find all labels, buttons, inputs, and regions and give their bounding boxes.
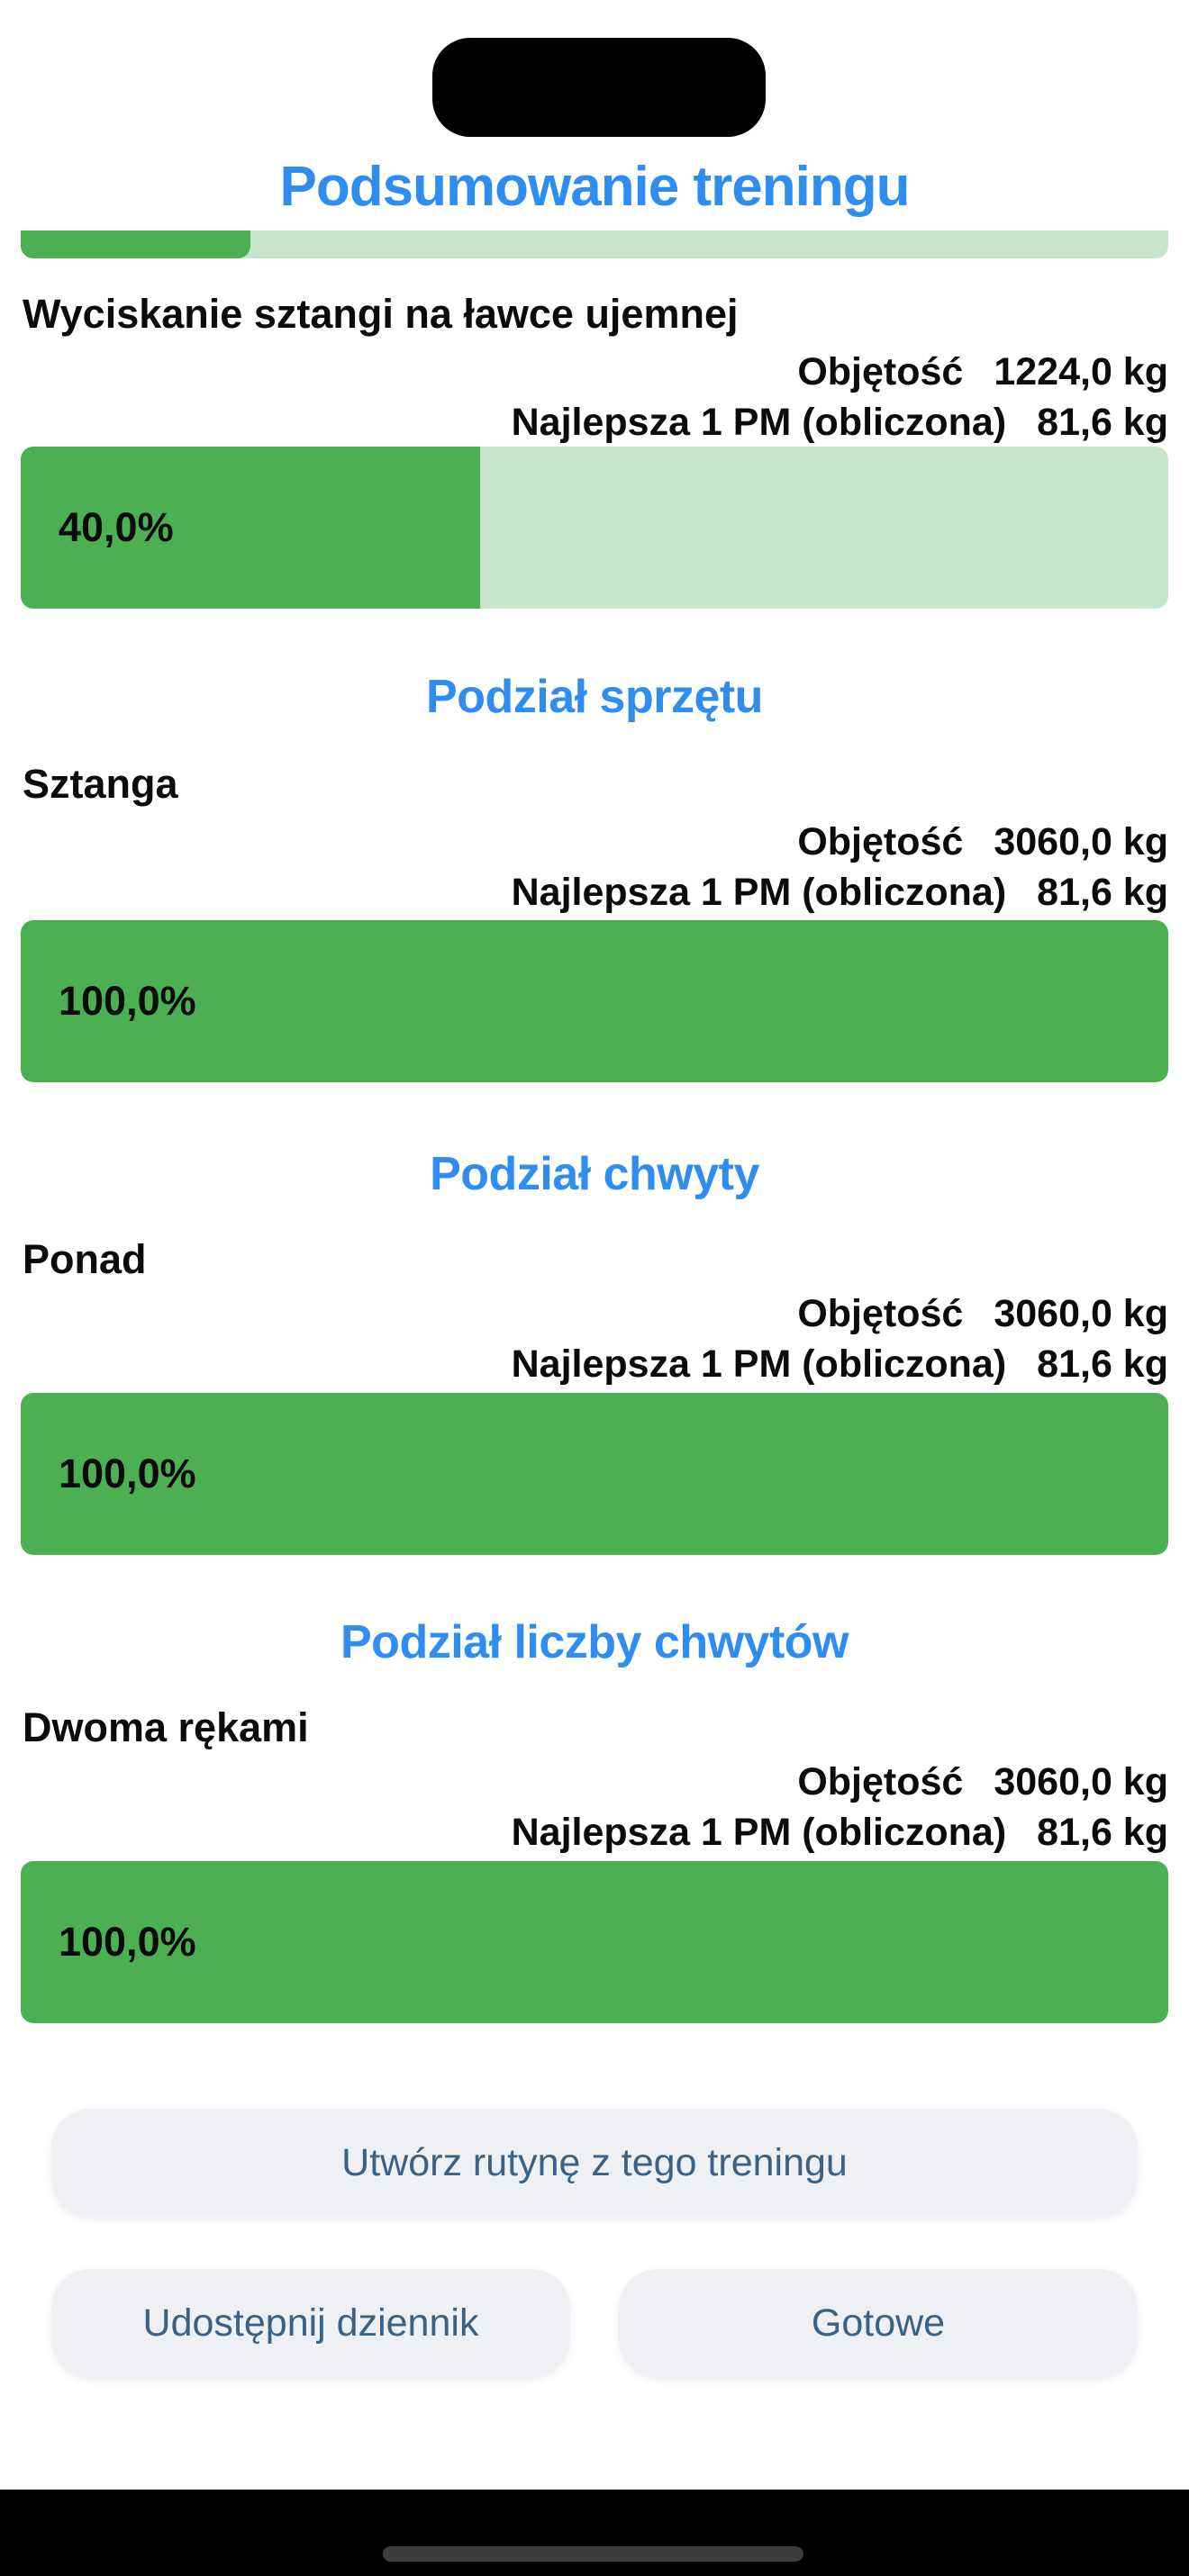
volume-value: 3060,0 kg [994,1760,1168,1803]
volume-value: 1224,0 kg [994,350,1168,393]
grip-name: Ponad [23,1236,147,1282]
volume-label: Objętość [797,1760,964,1803]
section-heading-grip: Podział chwyty [430,1148,759,1200]
grip-count-name: Dwoma rękami [23,1704,309,1750]
best-1rm-label: Najlepsza 1 PM (obliczona) [511,871,1007,914]
bottom-bar [0,2490,1189,2576]
volume-value: 3060,0 kg [994,1292,1168,1335]
progress-fill: 100,0% [21,1861,1168,2023]
volume-stat-row: Objętość 1224,0 kg [21,348,1168,396]
equipment-name: Sztanga [23,761,178,807]
best-1rm-value: 81,6 kg [1037,401,1168,444]
section-heading-equipment: Podział sprzętu [426,671,763,723]
volume-stat-row: Objętość 3060,0 kg [21,1758,1168,1806]
best-1rm-label: Najlepsza 1 PM (obliczona) [511,401,1007,444]
progress-bar: 100,0% [21,1861,1168,2023]
best-1rm-stat-row: Najlepsza 1 PM (obliczona) 81,6 kg [21,868,1168,917]
top-partial-progress-fill [21,230,250,258]
volume-label: Objętość [797,350,964,393]
page-title: Podsumowanie treningu [279,156,911,218]
progress-label: 100,0% [59,1451,196,1496]
done-button[interactable]: Gotowe [619,2269,1138,2377]
volume-stat-row: Objętość 3060,0 kg [21,818,1168,866]
best-1rm-value: 81,6 kg [1037,1342,1168,1386]
best-1rm-stat-row: Najlepsza 1 PM (obliczona) 81,6 kg [21,1340,1168,1388]
exercise-name: Wyciskanie sztangi na ławce ujemnej [23,291,739,337]
progress-fill: 100,0% [21,920,1168,1082]
progress-label: 100,0% [59,1919,196,1965]
volume-label: Objętość [797,820,964,863]
best-1rm-stat-row: Najlepsza 1 PM (obliczona) 81,6 kg [21,1808,1168,1857]
progress-fill: 40,0% [21,447,480,609]
progress-bar: 40,0% [21,447,1168,609]
volume-value: 3060,0 kg [994,820,1168,863]
best-1rm-label: Najlepsza 1 PM (obliczona) [511,1811,1007,1854]
volume-label: Objętość [797,1292,964,1335]
home-indicator[interactable] [383,2546,803,2562]
create-routine-button[interactable]: Utwórz rutynę z tego treningu [51,2109,1138,2217]
redacted-status-area [432,38,766,137]
best-1rm-label: Najlepsza 1 PM (obliczona) [511,1342,1007,1386]
progress-bar: 100,0% [21,1393,1168,1555]
progress-label: 40,0% [59,504,174,550]
best-1rm-value: 81,6 kg [1037,1811,1168,1854]
top-partial-progress-bar [21,230,1168,258]
progress-label: 100,0% [59,978,196,1024]
volume-stat-row: Objętość 3060,0 kg [21,1289,1168,1338]
progress-bar: 100,0% [21,920,1168,1082]
best-1rm-value: 81,6 kg [1037,871,1168,914]
progress-fill: 100,0% [21,1393,1168,1555]
best-1rm-stat-row: Najlepsza 1 PM (obliczona) 81,6 kg [21,398,1168,447]
share-log-button[interactable]: Udostępnij dziennik [51,2269,570,2377]
section-heading-grip-count: Podział liczby chwytów [340,1616,849,1668]
